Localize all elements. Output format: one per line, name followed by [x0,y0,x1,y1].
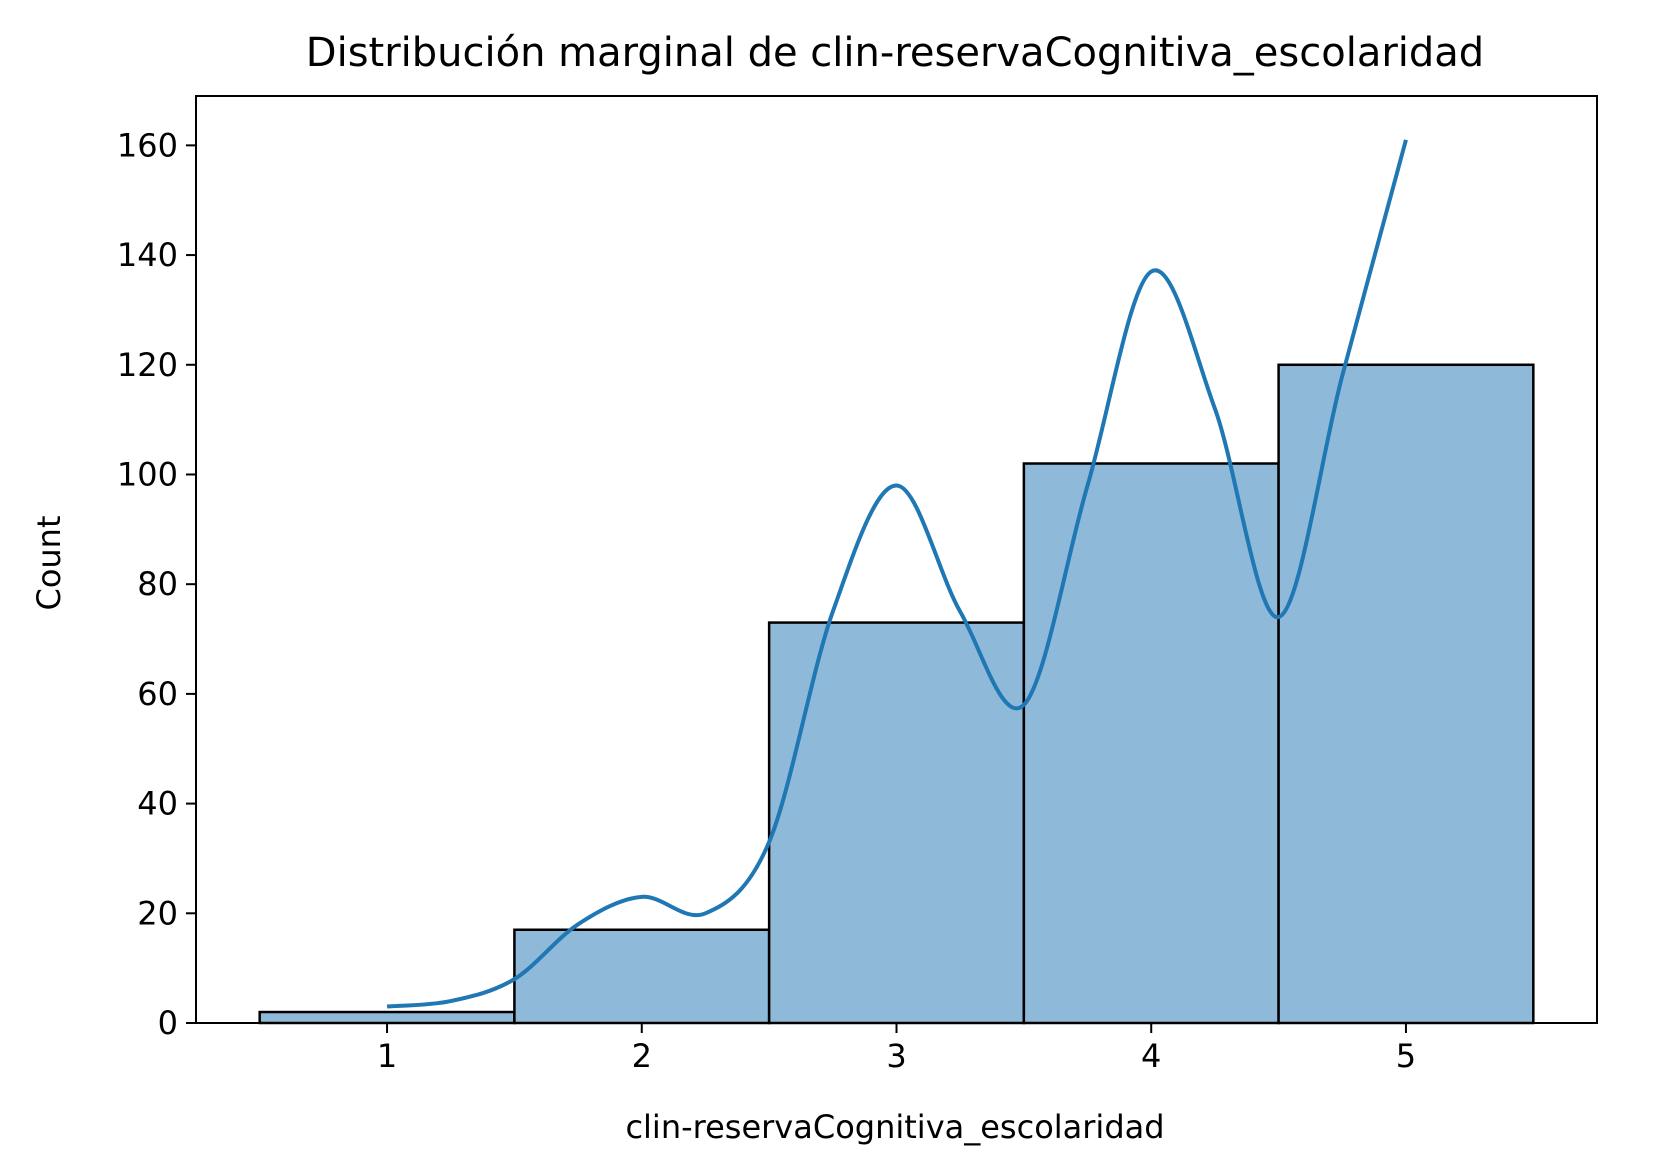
x-axis-label: clin-reservaCognitiva_escolaridad [625,1108,1164,1146]
y-axis: 0 20 40 60 80 100 120 140 160 [117,126,196,1042]
y-tick-label-160: 160 [117,126,178,164]
bar-2 [513,928,771,1025]
y-tick-label-0: 0 [158,1004,178,1042]
kde-line [386,139,1408,1009]
y-tick-label-80: 80 [137,565,178,603]
y-tick-label-140: 140 [117,236,178,274]
bar-5 [1277,363,1535,1025]
bar-1 [258,1010,516,1025]
y-tick-label-60: 60 [137,675,178,713]
x-tick-label-2: 2 [632,1037,652,1075]
chart-title: Distribución marginal de clin-reservaCog… [306,30,1484,76]
bars-group [258,363,1535,1025]
y-tick-label-120: 120 [117,346,178,384]
y-axis-label: Count [30,515,68,610]
x-tick-label-1: 1 [377,1037,397,1075]
bar-3 [767,621,1026,1025]
bar-4 [1022,462,1280,1025]
x-tick-label-3: 3 [886,1037,906,1075]
kde-group [386,139,1408,1009]
x-tick-label-5: 5 [1396,1037,1416,1075]
y-tick-label-40: 40 [137,785,178,823]
x-tick-label-4: 4 [1141,1037,1161,1075]
x-axis: 1 2 3 4 5 [377,1023,1416,1075]
y-tick-label-20: 20 [137,894,178,932]
y-tick-label-100: 100 [117,455,178,493]
